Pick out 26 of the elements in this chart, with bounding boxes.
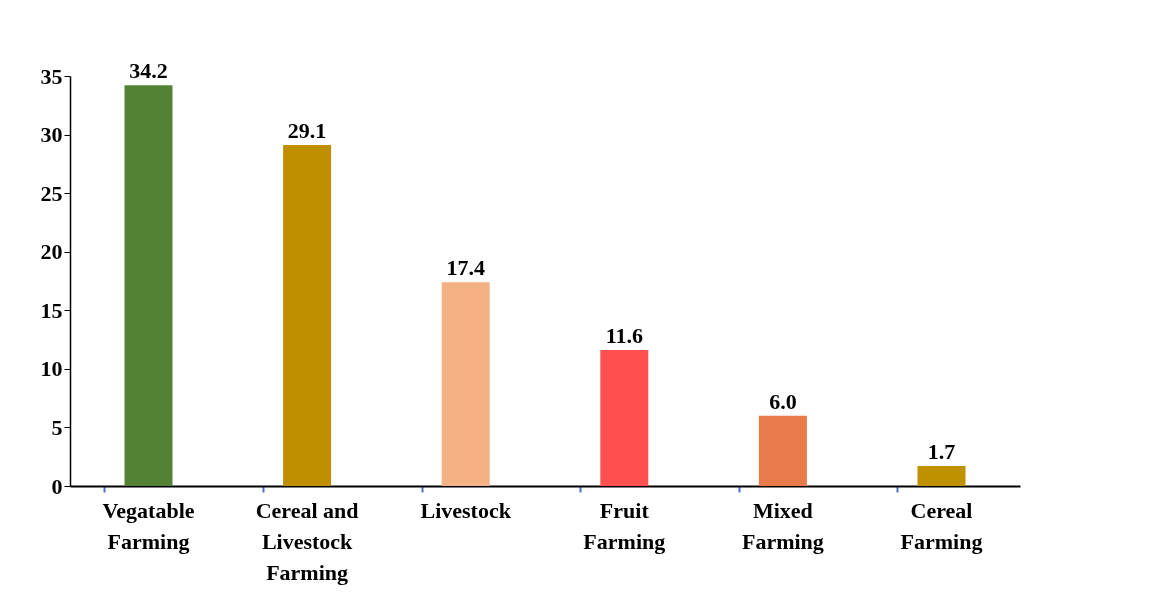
bar — [124, 85, 173, 486]
y-tick-label: 5 — [51, 414, 63, 440]
bar — [917, 466, 966, 486]
y-tick-label: 15 — [40, 297, 63, 323]
x-tick-label: Cereal Farming — [900, 497, 983, 554]
y-tick-label: 20 — [40, 239, 63, 265]
bar — [600, 350, 649, 486]
x-tick-label: Fruit Farming — [583, 497, 666, 554]
data-label: 29.1 — [287, 118, 327, 144]
x-tick-label: Cereal and Livestock Farming — [255, 497, 359, 585]
data-label: 6.0 — [769, 388, 797, 414]
bar — [758, 415, 807, 486]
bar — [283, 145, 332, 486]
x-tick-label: Mixed Farming — [741, 497, 824, 554]
y-tick-label: 30 — [40, 122, 63, 148]
data-label: 34.2 — [129, 58, 168, 84]
x-tick-label: Livestock — [420, 497, 512, 523]
y-tick-label: 0 — [51, 473, 63, 499]
y-tick-label: 35 — [40, 63, 63, 89]
data-label: 17.4 — [446, 255, 485, 281]
bar — [441, 282, 490, 486]
data-label: 1.7 — [927, 439, 956, 465]
x-tick-label: Vegatable Farming — [102, 497, 195, 554]
y-tick-label: 25 — [40, 180, 63, 206]
data-label: 11.6 — [605, 323, 643, 349]
y-tick-label: 10 — [40, 356, 63, 382]
